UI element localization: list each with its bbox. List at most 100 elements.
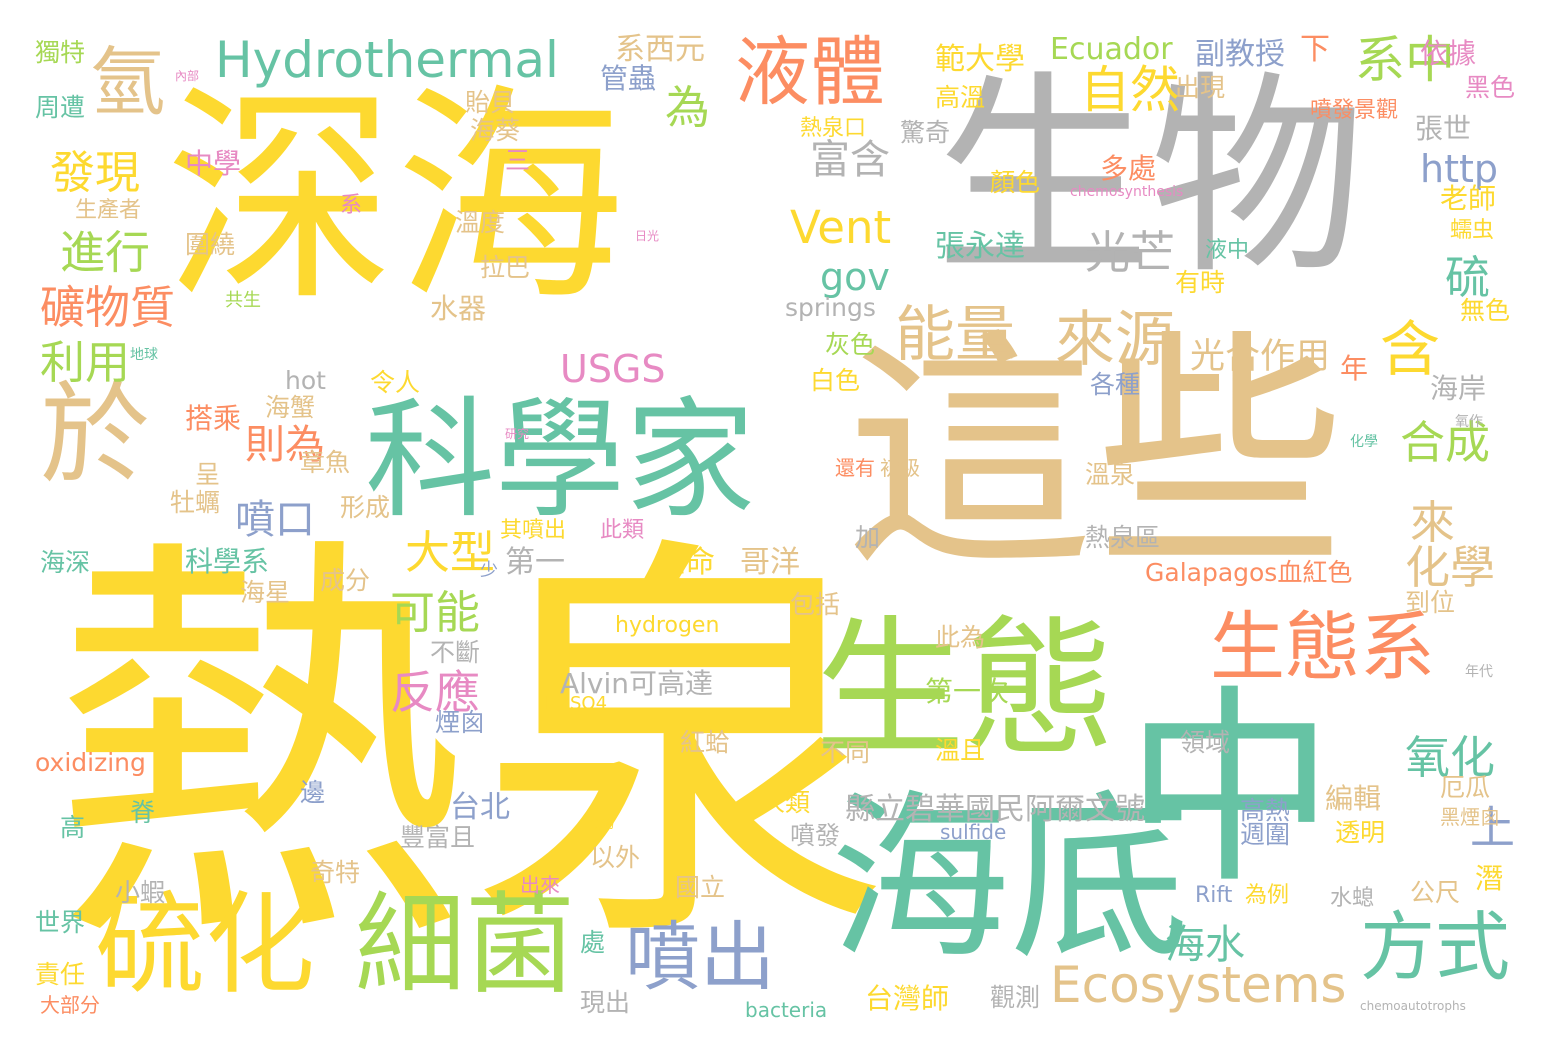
word-130: 縣立碧華國民阿爾文號: [845, 792, 1145, 827]
word-6: 生態: [815, 603, 1116, 777]
word-131: 台北: [450, 790, 510, 825]
word-56: 高溫: [935, 83, 986, 112]
word-54: 獨特: [35, 38, 86, 67]
word-149: 水螅: [1330, 886, 1375, 911]
word-97: 牡蠣: [170, 488, 221, 517]
word-30: 富含: [810, 137, 890, 183]
word-139: 週圍: [1240, 820, 1291, 849]
word-39: 則為: [245, 422, 325, 468]
word-86: 令人: [370, 368, 421, 397]
word-14: 方式: [1360, 903, 1511, 991]
word-3: 生物: [935, 52, 1365, 303]
word-121: 紅蛤: [680, 728, 731, 757]
word-5: 海底: [830, 775, 1191, 984]
word-57: 出現: [1175, 73, 1226, 102]
word-101: 加: [855, 523, 881, 552]
word-70: 蠕虫: [1450, 218, 1495, 243]
word-102: 熱泉區: [1085, 523, 1161, 552]
word-10: 於: [40, 371, 150, 499]
word-69: 老師: [1440, 182, 1497, 215]
word-125: 溫且: [935, 736, 986, 765]
word-127: 黑煙囪: [1440, 805, 1500, 829]
word-48: 範大學: [935, 42, 1025, 77]
word-94: 還有: [835, 456, 875, 480]
word-28: 利用: [40, 336, 131, 389]
word-ecuador-47: Ecuador: [1050, 32, 1173, 67]
word-100: 此類: [600, 518, 645, 543]
word-43: 硫: [1445, 251, 1491, 304]
word-165: 年代: [1465, 664, 1493, 680]
word-66: 三: [505, 146, 531, 175]
word-2: 這些: [845, 309, 1345, 600]
word-33: 化學: [1405, 541, 1496, 594]
word-80: 水器: [430, 292, 487, 325]
word-55: 周遭: [35, 93, 86, 122]
word-galapagos-111: Galapagos血紅色: [1145, 558, 1353, 587]
word-53: 依據: [1420, 37, 1477, 70]
word-11: 液體: [735, 28, 886, 116]
word-74: 圍繞: [185, 230, 236, 259]
word-143: 奇特: [310, 858, 361, 887]
word-150: 公尺: [1410, 878, 1461, 907]
word-http-42: http: [1420, 147, 1499, 191]
word-hot-85: hot: [285, 366, 326, 395]
word-oxidizing-123: oxidizing: [35, 748, 146, 777]
word-103: 到位: [1405, 588, 1456, 617]
word-157: 大部分: [40, 993, 100, 1017]
word-133: 脊: [130, 798, 156, 827]
word-153: 責任: [35, 960, 86, 989]
word-31: 光合作用: [1190, 337, 1331, 377]
word-156: 現出: [580, 988, 631, 1017]
word-134: 高: [60, 813, 86, 842]
word-26: 進行: [60, 226, 151, 279]
word-108: 海深: [40, 548, 91, 577]
word-23: 光芒: [1085, 226, 1176, 279]
word-141: 小蝦: [115, 878, 166, 907]
word-145: 潛: [1475, 862, 1504, 895]
word-129: 人類: [760, 788, 811, 817]
word-chemosynthesis-161: chemosynthesis: [1070, 184, 1184, 200]
word-45: 上: [1470, 801, 1516, 854]
word-19: 來源: [1055, 305, 1175, 375]
word-chemoautotrophs-159: chemoautotrophs: [1360, 999, 1466, 1013]
word-68: 顏色: [990, 168, 1041, 197]
word-59: 貽貝: [465, 88, 516, 117]
word-90: 海蟹: [265, 393, 316, 422]
word-73: 溫度: [455, 208, 506, 237]
word-ecosystems-17: Ecosystems: [1050, 956, 1347, 1014]
word-115: 不斷: [430, 638, 481, 667]
word-146: 出來: [520, 873, 560, 897]
word-83: 灰色: [825, 330, 876, 359]
word-168: 化學: [1350, 434, 1378, 450]
word-79: 無色: [1460, 296, 1511, 325]
word-96: 溫泉: [1085, 460, 1136, 489]
word-0: 熱泉: [50, 505, 890, 994]
word-64: 噴發景觀: [1310, 98, 1399, 123]
word-87: 各種: [1090, 370, 1141, 399]
word-13: 噴出: [625, 913, 776, 1001]
word-91: 海岸: [1430, 372, 1487, 405]
word-163: 地球: [130, 347, 158, 363]
word-84: 白色: [810, 366, 861, 395]
word-60: 海葵: [470, 116, 521, 145]
word-155: 觀測: [990, 983, 1041, 1012]
word-106: 生命: [655, 545, 715, 580]
word-h2so4-120: H2SO4: [545, 693, 608, 714]
word-29: 為: [665, 81, 711, 134]
word-107: 哥洋: [740, 545, 800, 580]
word-110: 少: [480, 560, 498, 581]
word-20: 自然: [1080, 61, 1180, 119]
word-61: 驚奇: [900, 118, 951, 147]
word-63: 張世: [1415, 112, 1472, 145]
word-105: 第一: [505, 545, 565, 580]
word-37: 反應: [390, 666, 481, 719]
word-135: 豐富且: [400, 823, 476, 852]
word-124: 不同: [820, 738, 871, 767]
word-119: 煙囪: [435, 708, 486, 737]
word-46: 海水: [1165, 922, 1245, 968]
word-98: 形成: [340, 493, 391, 522]
word-126: 厄瓜: [1440, 773, 1491, 802]
word-vent-22: Vent: [790, 201, 892, 254]
word-148: 為例: [1245, 883, 1290, 908]
